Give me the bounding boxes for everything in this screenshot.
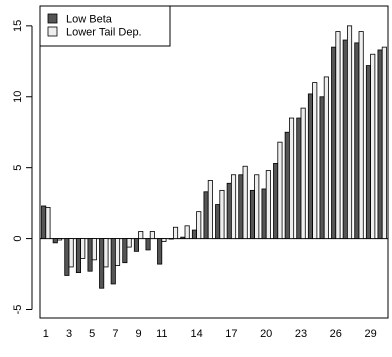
bar bbox=[45, 206, 51, 239]
bar bbox=[149, 231, 155, 239]
bar bbox=[219, 189, 225, 239]
bar bbox=[284, 131, 290, 239]
bar bbox=[122, 238, 128, 264]
bar bbox=[238, 174, 244, 239]
y-tick-label: 15 bbox=[12, 20, 24, 32]
bar bbox=[180, 236, 186, 239]
x-tick-label: 23 bbox=[295, 328, 307, 340]
bar bbox=[168, 238, 174, 240]
bar bbox=[115, 238, 121, 266]
bar bbox=[91, 238, 97, 261]
bar bbox=[157, 238, 163, 265]
bar bbox=[342, 39, 348, 239]
x-tick-label: 9 bbox=[136, 328, 142, 340]
x-tick-label: 7 bbox=[112, 328, 118, 340]
legend-label: Low Beta bbox=[66, 14, 113, 26]
bar bbox=[99, 238, 105, 289]
bar bbox=[172, 226, 179, 239]
bar bbox=[261, 188, 267, 239]
x-axis: 1 3 5 7 9 11 14 17 20 23 26 29 bbox=[43, 328, 377, 340]
bar bbox=[110, 238, 116, 285]
bar bbox=[230, 174, 237, 239]
x-tick-label: 5 bbox=[89, 328, 95, 340]
bars bbox=[41, 25, 387, 289]
x-tick-label: 3 bbox=[66, 328, 72, 340]
plot-border bbox=[39, 5, 389, 319]
bar bbox=[87, 238, 93, 272]
bar bbox=[319, 96, 325, 239]
bar bbox=[64, 238, 70, 276]
bar bbox=[126, 238, 132, 248]
bar bbox=[312, 82, 318, 239]
bar bbox=[80, 238, 86, 259]
bar bbox=[377, 49, 383, 239]
bar bbox=[381, 46, 387, 239]
bar bbox=[161, 238, 167, 242]
x-tick-label: 20 bbox=[260, 328, 272, 340]
x-tick-label: 11 bbox=[156, 328, 167, 340]
bar bbox=[207, 180, 213, 239]
series-lower-tail-dep bbox=[45, 25, 387, 268]
bar bbox=[138, 231, 144, 239]
x-tick-label: 17 bbox=[225, 328, 237, 340]
bar bbox=[249, 189, 255, 239]
legend-swatch bbox=[47, 26, 58, 37]
bar bbox=[191, 229, 197, 239]
x-tick-label: 26 bbox=[330, 328, 342, 340]
legend-swatch bbox=[47, 13, 58, 24]
bar bbox=[215, 204, 221, 239]
bar bbox=[41, 205, 47, 239]
x-tick-label: 29 bbox=[364, 328, 376, 340]
bar bbox=[331, 46, 337, 239]
bar bbox=[296, 117, 302, 239]
bar bbox=[265, 170, 271, 239]
bar bbox=[103, 238, 109, 268]
bar bbox=[288, 117, 295, 239]
bar bbox=[68, 238, 74, 268]
bar bbox=[365, 65, 371, 239]
y-tick-label: 10 bbox=[12, 91, 24, 103]
bar bbox=[226, 182, 232, 239]
bar bbox=[346, 25, 353, 239]
bar bbox=[133, 238, 139, 252]
bar bbox=[242, 165, 248, 239]
bar bbox=[254, 174, 260, 239]
bar bbox=[57, 238, 63, 241]
legend-label: Lower Tail Dep. bbox=[66, 27, 142, 39]
bar bbox=[370, 53, 376, 239]
plot-frame bbox=[39, 5, 389, 319]
bar bbox=[75, 238, 81, 274]
bar bbox=[273, 163, 279, 239]
bar bbox=[358, 31, 364, 239]
x-tick-label: 14 bbox=[190, 328, 202, 340]
bar bbox=[323, 76, 329, 239]
bar bbox=[196, 211, 202, 239]
legend-box bbox=[39, 5, 171, 47]
y-axis: -5 0 5 10 15 bbox=[12, 20, 33, 315]
bar bbox=[307, 93, 313, 239]
bar bbox=[145, 238, 151, 251]
bar bbox=[335, 31, 341, 239]
bar bbox=[300, 107, 306, 239]
y-tick-label: 0 bbox=[12, 236, 24, 242]
bar bbox=[52, 238, 58, 244]
bar bbox=[184, 225, 190, 239]
bar bbox=[354, 42, 360, 239]
y-tick-label: 5 bbox=[12, 165, 24, 171]
bar bbox=[203, 191, 209, 239]
x-tick-label: 1 bbox=[43, 328, 49, 340]
series-low-beta bbox=[41, 39, 383, 289]
bar bbox=[277, 141, 283, 239]
y-tick-label: -5 bbox=[12, 305, 24, 315]
